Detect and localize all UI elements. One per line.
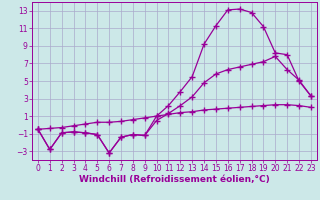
X-axis label: Windchill (Refroidissement éolien,°C): Windchill (Refroidissement éolien,°C) bbox=[79, 175, 270, 184]
